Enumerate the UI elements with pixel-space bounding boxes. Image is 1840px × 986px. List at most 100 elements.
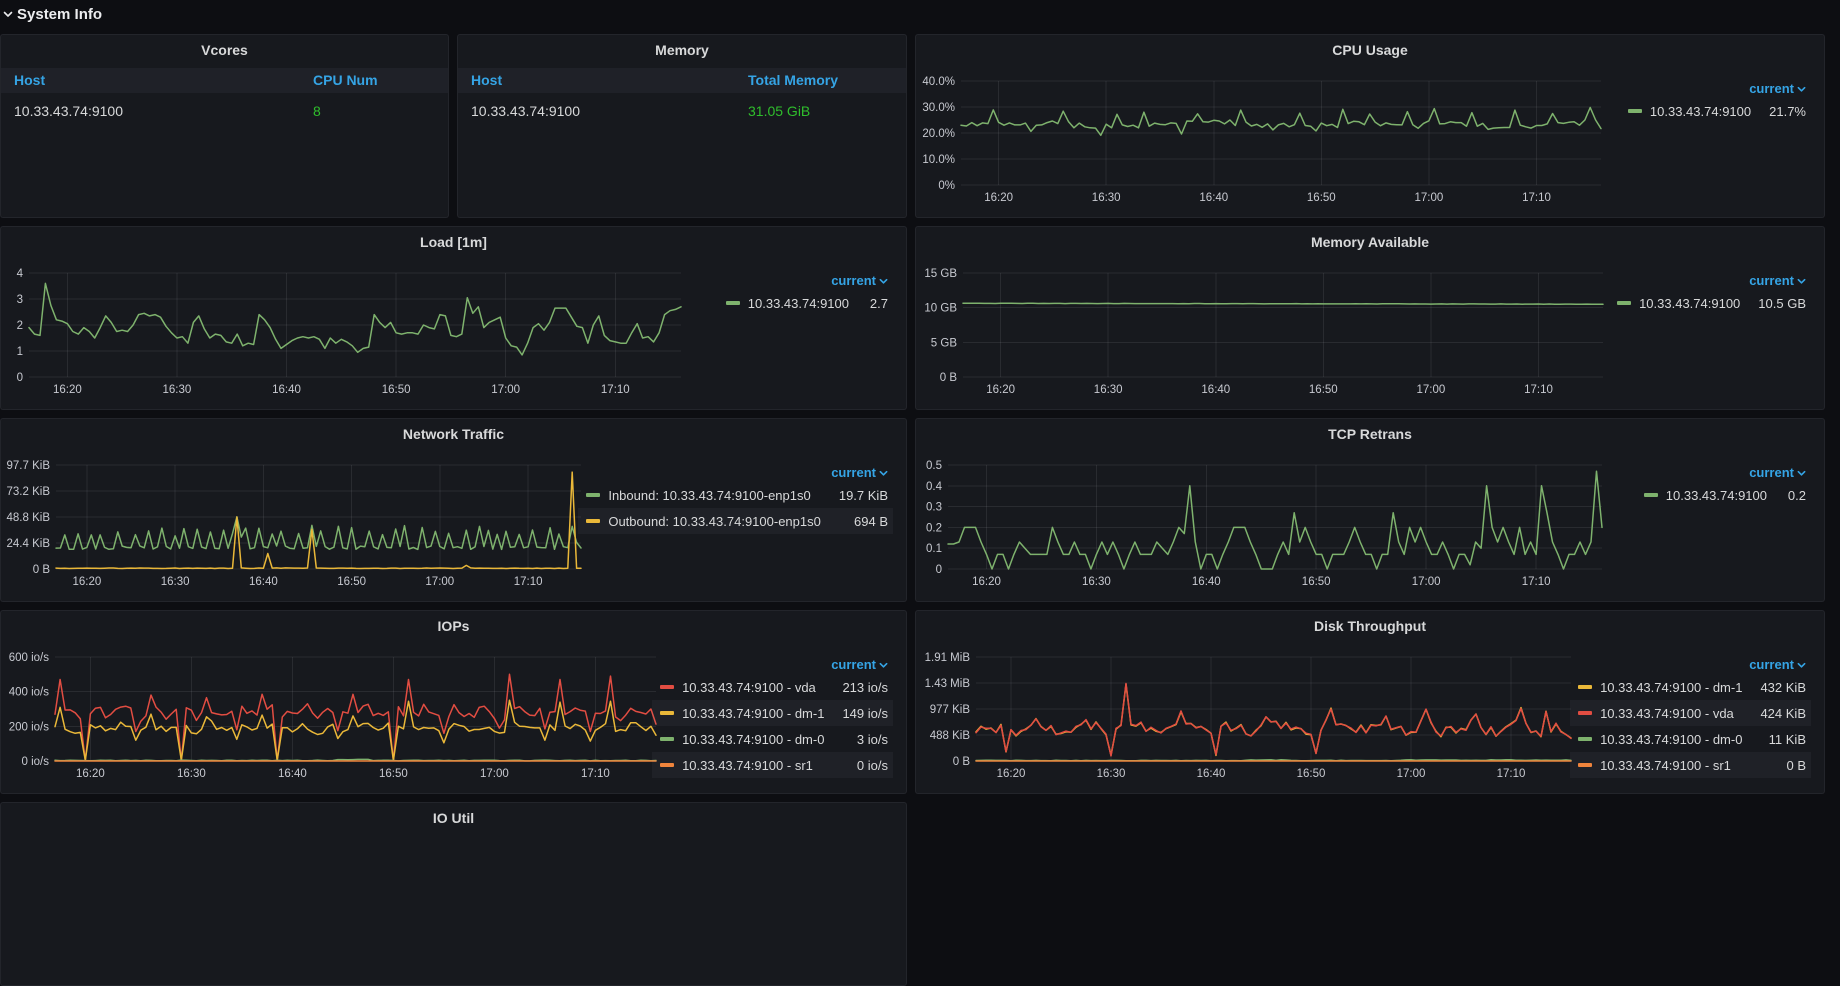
svg-text:488 KiB: 488 KiB <box>930 730 971 742</box>
panel-title-io-util[interactable]: IO Util <box>432 810 475 826</box>
svg-text:16:20: 16:20 <box>73 576 102 588</box>
legend-series-row: 10.33.43.74:9100 - sr1 0 B <box>1570 752 1811 778</box>
legend-series-swatch[interactable] <box>586 492 601 497</box>
svg-text:16:40: 16:40 <box>1201 384 1230 396</box>
dashboard-row-header-system-info[interactable]: System Info <box>2 0 102 28</box>
svg-text:20.0%: 20.0% <box>922 128 955 140</box>
panel-title-load-1m[interactable]: Load [1m] <box>420 234 487 250</box>
legend-sort-current[interactable]: current <box>1620 79 1811 98</box>
svg-text:3: 3 <box>17 294 23 306</box>
legend-sort-current[interactable]: current <box>578 463 893 482</box>
panel-title-memory[interactable]: Memory <box>655 42 709 58</box>
svg-text:1.43 MiB: 1.43 MiB <box>925 678 971 690</box>
legend-series-swatch[interactable] <box>586 518 601 523</box>
legend-series-name[interactable]: 10.33.43.74:9100 <box>747 295 849 311</box>
svg-text:16:50: 16:50 <box>1307 192 1336 204</box>
panel-memory: Memory Host Total Memory 10.33.43.74:9100 3… <box>457 34 907 218</box>
legend-series-value: 19.7 KiB <box>838 487 888 503</box>
legend-sort-current[interactable]: current <box>652 655 893 674</box>
legend: current 10.33.43.74:9100 - vda 213 io/s 10.… <box>652 655 893 778</box>
legend-series-row: 10.33.43.74:9100 - vda 424 KiB <box>1570 700 1811 726</box>
svg-text:400 io/s: 400 io/s <box>9 687 50 699</box>
legend-series-swatch[interactable] <box>660 710 675 715</box>
chevron-down-icon <box>879 658 888 673</box>
legend-series-swatch[interactable] <box>1578 762 1593 767</box>
table-column-header[interactable]: Total Memory <box>748 72 838 88</box>
legend-series-name[interactable]: Outbound: 10.33.43.74:9100-enp1s0 <box>608 513 821 529</box>
svg-text:0 B: 0 B <box>33 564 51 576</box>
legend-series-name[interactable]: 10.33.43.74:9100 <box>1665 487 1767 503</box>
svg-text:16:40: 16:40 <box>272 384 301 396</box>
table-column-header[interactable]: Host <box>14 72 46 88</box>
legend-series-swatch[interactable] <box>660 736 675 741</box>
table-header-row: Host Total Memory <box>458 68 906 93</box>
legend-series-name[interactable]: 10.33.43.74:9100 - dm-0 <box>682 731 825 747</box>
svg-text:16:30: 16:30 <box>1092 192 1121 204</box>
graph-memory-available: 16:20 16:30 16:40 16:50 17:00 17:10 0 B 5 GB 10 … <box>916 227 1824 409</box>
legend-series-name[interactable]: 10.33.43.74:9100 - sr1 <box>682 757 813 773</box>
panel-title-memory-available[interactable]: Memory Available <box>1310 234 1429 250</box>
svg-text:17:10: 17:10 <box>514 576 543 588</box>
svg-text:73.2 KiB: 73.2 KiB <box>7 486 51 498</box>
legend-series-swatch[interactable] <box>660 684 675 689</box>
legend-series-swatch[interactable] <box>1617 300 1632 305</box>
svg-text:16:30: 16:30 <box>163 384 192 396</box>
panel-load-1m: Load [1m] 16:20 16:30 16:40 16:50 17:00 17:10… <box>0 226 907 410</box>
svg-text:16:30: 16:30 <box>1094 384 1123 396</box>
svg-text:17:10: 17:10 <box>601 384 630 396</box>
legend-series-name[interactable]: 10.33.43.74:9100 <box>1639 295 1741 311</box>
panel-title-vcores[interactable]: Vcores <box>201 42 248 58</box>
legend-series-name[interactable]: Inbound: 10.33.43.74:9100-enp1s0 <box>608 487 811 503</box>
svg-text:17:10: 17:10 <box>1522 192 1551 204</box>
legend-series-name[interactable]: 10.33.43.74:9100 - dm-0 <box>1600 731 1743 747</box>
panel-title-disk-throughput[interactable]: Disk Throughput <box>1314 618 1426 634</box>
legend: current 10.33.43.74:9100 2.7 <box>718 271 893 316</box>
svg-text:10.0%: 10.0% <box>922 154 955 166</box>
legend-series-value: 432 KiB <box>1760 679 1806 695</box>
legend-series-name[interactable]: 10.33.43.74:9100 - dm-1 <box>682 705 825 721</box>
legend-series-swatch[interactable] <box>1578 736 1593 741</box>
panel-title-network-traffic[interactable]: Network Traffic <box>402 426 505 442</box>
legend-series-value: 21.7% <box>1769 103 1806 119</box>
legend-series-swatch[interactable] <box>1578 710 1593 715</box>
svg-text:17:10: 17:10 <box>581 768 610 780</box>
table-header-row: Host CPU Num <box>1 68 448 93</box>
legend-series-swatch[interactable] <box>1627 108 1642 113</box>
table-cell-host: 10.33.43.74:9100 <box>14 103 123 119</box>
legend-series-name[interactable]: 10.33.43.74:9100 <box>1649 103 1752 119</box>
legend-series-swatch[interactable] <box>660 762 675 767</box>
table-row: 10.33.43.74:9100 8 <box>1 93 448 129</box>
panel-title-iops[interactable]: IOPs <box>437 618 470 634</box>
legend-sort-current[interactable]: current <box>1609 271 1811 290</box>
legend-series-name[interactable]: 10.33.43.74:9100 - vda <box>1600 705 1734 721</box>
legend-series-value: 11 KiB <box>1768 731 1806 747</box>
legend-sort-current[interactable]: current <box>718 271 893 290</box>
legend-series-swatch[interactable] <box>1643 492 1658 497</box>
legend-series-value: 694 B <box>854 513 888 529</box>
legend-series-name[interactable]: 10.33.43.74:9100 - dm-1 <box>1600 679 1743 695</box>
svg-text:16:30: 16:30 <box>1097 768 1126 780</box>
svg-text:600 io/s: 600 io/s <box>9 652 50 664</box>
svg-text:10 GB: 10 GB <box>924 303 957 315</box>
graph-cpu-usage: 16:20 16:30 16:40 16:50 17:00 17:10 0% 10.0% 20.… <box>916 35 1824 217</box>
legend-series-name[interactable]: 10.33.43.74:9100 - sr1 <box>1600 757 1731 773</box>
svg-text:17:10: 17:10 <box>1497 768 1526 780</box>
svg-text:30.0%: 30.0% <box>922 102 955 114</box>
legend-sort-current[interactable]: current <box>1636 463 1811 482</box>
panel-title-tcp-retrans[interactable]: TCP Retrans <box>1328 426 1412 442</box>
panel-title-cpu-usage[interactable]: CPU Usage <box>1332 42 1408 58</box>
legend: current 10.33.43.74:9100 21.7% <box>1620 79 1811 124</box>
legend-series-row: 10.33.43.74:9100 - vda 213 io/s <box>652 674 893 700</box>
panel-network-traffic: Network Traffic 16:20 16:30 16:40 16:50 17:0… <box>0 418 907 602</box>
legend-series-value: 149 io/s <box>842 705 888 721</box>
legend-series-name[interactable]: 10.33.43.74:9100 - vda <box>682 679 816 695</box>
svg-text:0.5: 0.5 <box>926 460 942 472</box>
table-column-header[interactable]: Host <box>471 72 503 88</box>
legend-sort-current[interactable]: current <box>1570 655 1811 674</box>
legend-series-swatch[interactable] <box>1578 684 1593 689</box>
table-column-header[interactable]: CPU Num <box>313 72 378 88</box>
legend: current 10.33.43.74:9100 - dm-1 432 KiB 10.… <box>1570 655 1811 778</box>
table-cell-value: 31.05 GiB <box>748 103 811 119</box>
legend-series-swatch[interactable] <box>725 300 740 305</box>
legend: current 10.33.43.74:9100 10.5 GB <box>1609 271 1811 316</box>
